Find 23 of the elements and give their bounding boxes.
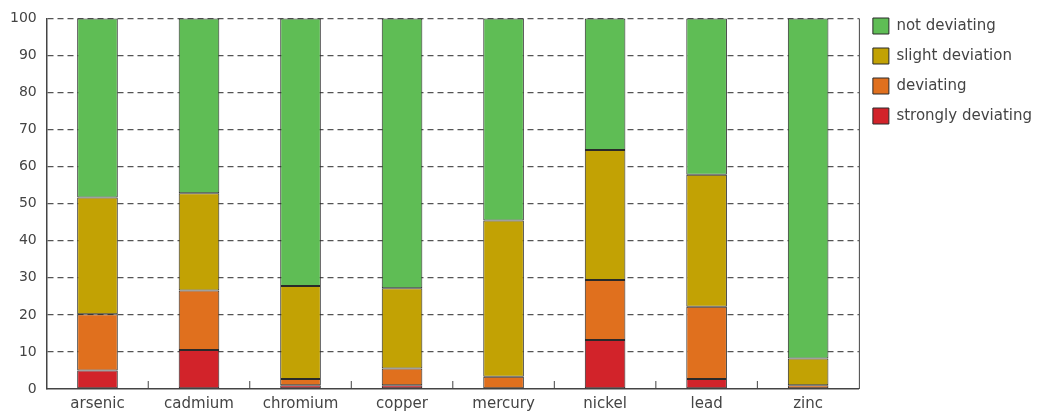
x-tick-label: nickel <box>583 393 627 412</box>
y-tick-label: 70 <box>18 120 37 137</box>
y-tick-label: 60 <box>18 157 37 174</box>
y-tick-label: 30 <box>18 268 37 285</box>
y-tick-label: 10 <box>18 342 37 359</box>
y-tick-label: 80 <box>18 83 37 100</box>
legend-label: deviating <box>896 75 967 94</box>
x-tick-label: zinc <box>793 393 824 412</box>
legend-label: strongly deviating <box>896 105 1033 124</box>
x-tick-label: lead <box>690 393 723 412</box>
x-tick-label: arsenic <box>70 393 125 412</box>
x-tick-label: cadmium <box>164 393 234 412</box>
y-tick-label: 50 <box>18 194 37 211</box>
y-tick-label: 90 <box>18 46 37 63</box>
y-tick-label: 20 <box>18 305 37 322</box>
x-tick-label: copper <box>376 393 429 412</box>
y-tick-label: 40 <box>18 231 37 248</box>
y-tick-label: 100 <box>9 9 37 26</box>
legend-label: not deviating <box>896 15 996 34</box>
x-tick-label: mercury <box>472 393 535 412</box>
legend-label: slight deviation <box>896 45 1012 64</box>
y-tick-label: 0 <box>27 379 37 396</box>
x-tick-label: chromium <box>262 393 339 412</box>
